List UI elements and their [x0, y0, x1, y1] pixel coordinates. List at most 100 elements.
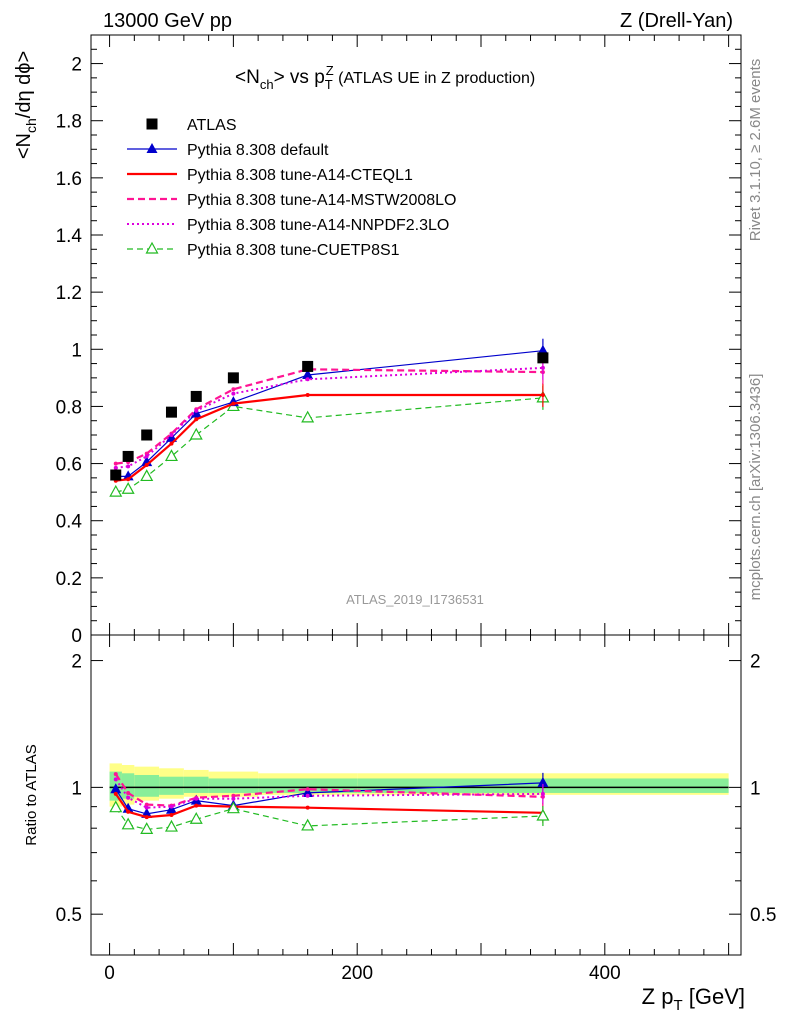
legend: ATLAS Pythia 8.308 default Pythia 8.308 tu… — [127, 117, 456, 259]
main-series-pythia-8-308-tune-a14-cteql1 — [113, 383, 545, 483]
ratio-point-pythia-8-308-default — [110, 783, 122, 794]
analysis-label: ATLAS_2019_I1736531 — [346, 592, 484, 607]
legend-label: Pythia 8.308 tune-A14-CTEQL1 — [187, 167, 413, 184]
ratio-y-tick-label-right: 0.5 — [750, 905, 776, 926]
main-point-pythia-8-308-tune-cuetp8s1 — [301, 410, 315, 423]
legend-label: Pythia 8.308 tune-CUETP8S1 — [187, 242, 400, 259]
ratio-point-pythia-8-308-tune-cuetp8s1 — [121, 817, 135, 830]
main-y-tick-label: 0.6 — [56, 455, 82, 476]
ratio-y-tick-label-right: 1 — [750, 778, 761, 799]
main-point-atlas — [190, 390, 202, 402]
ratio-y-tick-label: 2 — [71, 652, 82, 673]
legend-label: Pythia 8.308 tune-A14-MSTW2008LO — [187, 192, 456, 209]
main-line-pythia-8-308-tune-cuetp8s1 — [115, 397, 543, 493]
main-point-atlas — [227, 372, 239, 384]
main-point-pythia-8-308-tune-a14-mstw2008lo — [113, 461, 118, 466]
ratio-point-pythia-8-308-tune-cuetp8s1 — [189, 812, 203, 824]
main-y-tick-label: 1.8 — [56, 112, 82, 133]
ratio-point-pythia-8-308-tune-a14-nnpdf2-3lo — [194, 796, 199, 801]
ratio-point-pythia-8-308-tune-cuetp8s1 — [301, 818, 315, 831]
legend-swatch-marker — [146, 143, 158, 153]
header-process-label: Z (Drell-Yan) — [620, 10, 733, 32]
ratio-point-pythia-8-308-tune-a14-nnpdf2-3lo — [169, 804, 174, 809]
legend-label: Pythia 8.308 default — [187, 142, 329, 159]
legend-label: ATLAS — [187, 117, 237, 134]
ratio-point-pythia-8-308-tune-a14-mstw2008lo — [231, 793, 236, 798]
ratio-point-pythia-8-308-tune-cuetp8s1 — [164, 819, 178, 832]
main-point-pythia-8-308-tune-cuetp8s1 — [164, 449, 178, 462]
ratio-point-pythia-8-308-tune-a14-cteql1 — [126, 809, 131, 814]
ratio-point-pythia-8-308-tune-cuetp8s1 — [536, 808, 550, 821]
main-point-atlas — [165, 406, 177, 418]
main-line-pythia-8-308-default — [115, 350, 543, 477]
main-point-atlas — [122, 450, 134, 462]
main-series-atlas — [110, 352, 549, 481]
main-y-tick-label: 0.4 — [56, 512, 83, 533]
ratio-panel: 0.5 0.5 1 1 2 2 0 200 400 — [56, 634, 776, 984]
ratio-point-pythia-8-308-tune-a14-nnpdf2-3lo — [540, 791, 545, 796]
main-point-pythia-8-308-tune-a14-nnpdf2-3lo — [231, 391, 236, 396]
x-tick-label: 400 — [589, 963, 621, 984]
ratio-band-green — [183, 776, 209, 793]
main-point-pythia-8-308-tune-cuetp8s1 — [121, 482, 135, 494]
main-point-pythia-8-308-tune-a14-cteql1 — [194, 417, 199, 422]
main-point-pythia-8-308-tune-a14-cteql1 — [231, 401, 236, 406]
chart-title: <Nch> vs pTZ (ATLAS UE in Z production) — [235, 63, 535, 92]
mcplots-label: mcplots.cern.ch [arXiv:1306.3436] — [747, 374, 764, 601]
ratio-point-pythia-8-308-tune-a14-cteql1 — [113, 791, 118, 796]
main-point-pythia-8-308-tune-a14-nnpdf2-3lo — [144, 454, 149, 459]
main-point-pythia-8-308-tune-a14-mstw2008lo — [231, 387, 236, 392]
ratio-point-pythia-8-308-tune-cuetp8s1 — [226, 801, 240, 814]
x-tick-label: 200 — [341, 963, 373, 984]
ratio-y-tick-label: 0.5 — [56, 905, 82, 926]
ratio-point-pythia-8-308-tune-a14-cteql1 — [305, 805, 310, 810]
ratio-point-pythia-8-308-tune-a14-nnpdf2-3lo — [231, 796, 236, 801]
ratio-line-pythia-8-308-tune-a14-nnpdf2-3lo — [114, 778, 543, 809]
ratio-line-pythia-8-308-tune-a14-cteql1 — [114, 793, 543, 819]
main-line-pythia-8-308-tune-a14-nnpdf2-3lo — [115, 366, 543, 469]
ratio-point-pythia-8-308-tune-a14-cteql1 — [169, 812, 174, 817]
main-y-axis-label: <Nch/dη dϕ> — [13, 51, 39, 159]
main-point-atlas — [141, 429, 153, 441]
main-point-pythia-8-308-tune-a14-cteql1 — [126, 477, 131, 482]
ratio-point-pythia-8-308-tune-a14-mstw2008lo — [126, 790, 131, 795]
ratio-frame — [90, 634, 742, 956]
ratio-point-pythia-8-308-tune-a14-cteql1 — [144, 815, 149, 820]
header-collision-label: 13000 GeV pp — [103, 10, 232, 32]
main-point-pythia-8-308-tune-cuetp8s1 — [140, 469, 154, 482]
x-tick-label: 0 — [104, 963, 115, 984]
legend-label: Pythia 8.308 tune-A14-NNPDF2.3LO — [187, 217, 449, 234]
main-series-pythia-8-308-tune-a14-mstw2008lo — [113, 360, 545, 466]
ratio-band-green — [208, 778, 259, 793]
ratio-series-pythia-8-308-tune-cuetp8s1 — [109, 800, 550, 834]
ratio-point-pythia-8-308-tune-cuetp8s1 — [140, 822, 154, 834]
ratio-point-pythia-8-308-tune-a14-nnpdf2-3lo — [126, 795, 131, 800]
legend-entry-pythia-8-308-default: Pythia 8.308 default — [127, 142, 329, 159]
main-point-pythia-8-308-tune-a14-nnpdf2-3lo — [540, 365, 545, 370]
main-y-tick-label: 0 — [71, 626, 82, 647]
main-point-pythia-8-308-tune-a14-cteql1 — [540, 393, 545, 397]
ratio-y-tick-label-right: 2 — [750, 652, 761, 673]
ratio-point-pythia-8-308-tune-a14-nnpdf2-3lo — [305, 793, 310, 798]
ratio-point-pythia-8-308-default — [537, 776, 549, 787]
legend-entry-pythia-8-308-tune-a14-cteql1: Pythia 8.308 tune-A14-CTEQL1 — [127, 167, 413, 184]
main-point-pythia-8-308-tune-a14-cteql1 — [169, 441, 174, 446]
main-y-tick-label: 0.2 — [56, 569, 82, 590]
main-point-atlas — [110, 469, 122, 481]
ratio-point-pythia-8-308-tune-cuetp8s1 — [109, 800, 123, 813]
main-y-tick-label: 1 — [71, 340, 82, 361]
ratio-point-pythia-8-308-tune-a14-nnpdf2-3lo — [113, 777, 118, 782]
main-point-pythia-8-308-tune-cuetp8s1 — [189, 427, 203, 440]
legend-swatch-marker — [146, 118, 158, 130]
main-point-atlas — [537, 352, 549, 364]
main-point-pythia-8-308-tune-cuetp8s1 — [109, 484, 123, 497]
legend-entry-atlas: ATLAS — [146, 117, 237, 134]
ratio-point-pythia-8-308-tune-a14-mstw2008lo — [144, 802, 149, 807]
main-point-pythia-8-308-tune-a14-nnpdf2-3lo — [305, 377, 310, 382]
legend-entry-pythia-8-308-tune-cuetp8s1: Pythia 8.308 tune-CUETP8S1 — [127, 241, 400, 259]
main-point-pythia-8-308-tune-a14-nnpdf2-3lo — [113, 465, 118, 470]
legend-entry-pythia-8-308-tune-a14-nnpdf2-3lo: Pythia 8.308 tune-A14-NNPDF2.3LO — [127, 217, 449, 234]
main-panel: 0 0.2 0.4 0.6 0.8 1 1.2 1.4 1.6 1.8 2 — [56, 34, 742, 647]
ratio-point-pythia-8-308-tune-a14-mstw2008lo — [305, 787, 310, 792]
